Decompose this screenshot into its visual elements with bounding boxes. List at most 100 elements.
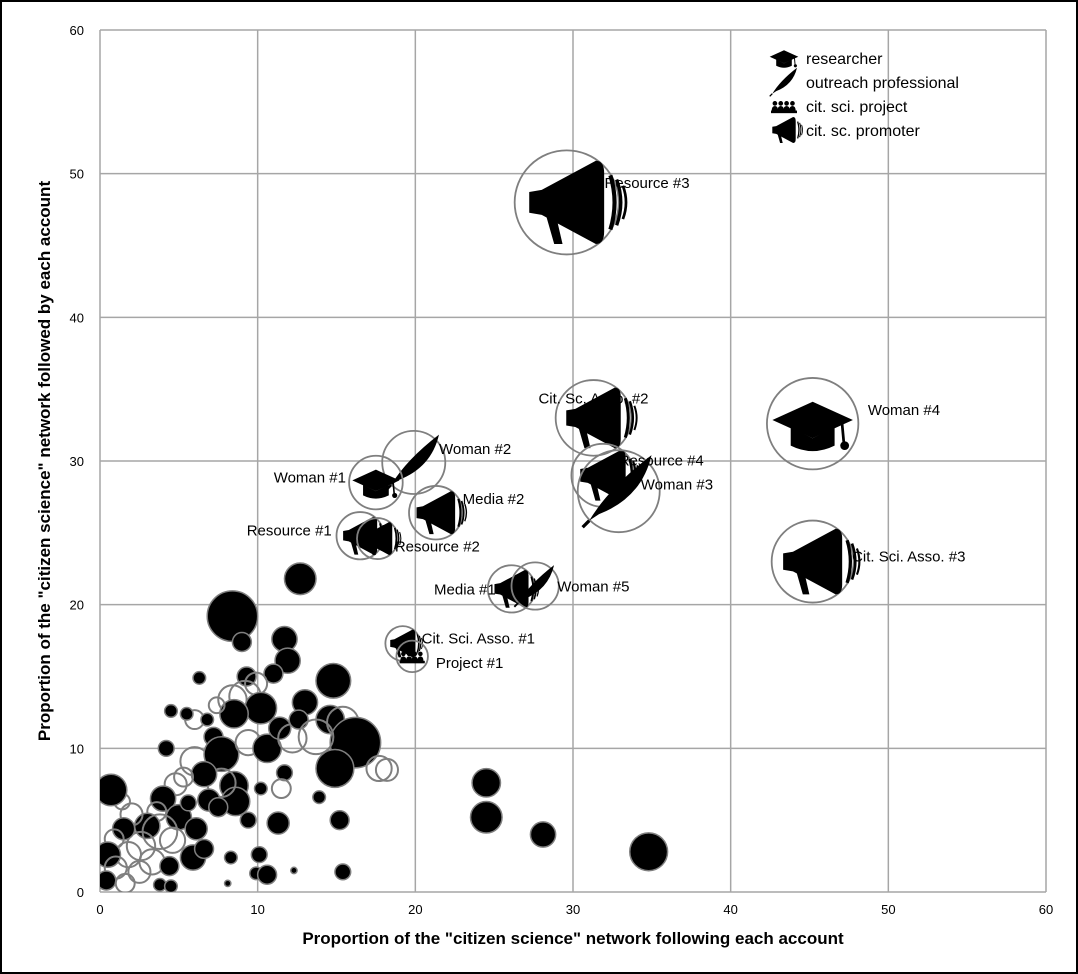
researcher-icon xyxy=(352,469,400,499)
account-label: Project #1 xyxy=(436,655,504,672)
account-bubble xyxy=(334,863,352,881)
account-bubble xyxy=(159,855,180,877)
x-tick-label: 0 xyxy=(96,902,103,917)
account-bubble xyxy=(157,739,175,757)
project-icon xyxy=(771,101,797,114)
account-labels: Resource #3 Woman #4 Cit. Sc. Asso. #2 Cit.… xyxy=(247,175,966,672)
legend-label: researcher xyxy=(806,51,883,68)
legend-item: researcher xyxy=(769,50,883,68)
legend-item: cit. sc. promoter xyxy=(772,117,920,143)
account-bubble xyxy=(219,698,249,729)
axis-ticks: 0 10 20 30 40 50 60 0 10 20 30 40 50 60 xyxy=(70,23,1054,917)
account-label: Resource #2 xyxy=(395,539,480,556)
x-tick-label: 20 xyxy=(408,902,422,917)
account-bubble xyxy=(275,764,294,782)
account-bubble xyxy=(100,841,122,869)
account-label: Resource #4 xyxy=(619,452,704,469)
account-bubble xyxy=(315,662,352,699)
y-tick-label: 60 xyxy=(70,23,84,38)
account-circle xyxy=(770,519,855,604)
account-circle xyxy=(576,449,661,534)
account-bubble xyxy=(244,691,278,725)
labeled-account xyxy=(395,639,429,674)
account-bubble xyxy=(629,832,669,872)
x-tick-label: 30 xyxy=(566,902,580,917)
account-bubble xyxy=(179,706,194,721)
account-circle xyxy=(766,377,860,471)
x-tick-label: 40 xyxy=(723,902,737,917)
account-bubble xyxy=(469,800,503,834)
account-bubble xyxy=(208,797,229,818)
account-label: Cit. Sci. Asso. #3 xyxy=(852,549,965,566)
account-circle xyxy=(554,379,633,457)
promoter-icon xyxy=(566,387,638,449)
account-circle xyxy=(395,639,429,674)
account-label: Woman #4 xyxy=(868,402,940,419)
promoter-icon xyxy=(416,491,468,535)
x-axis-title: Proportion of the "citizen science" netw… xyxy=(302,929,844,948)
account-bubble xyxy=(315,748,355,789)
account-label: Woman #5 xyxy=(557,579,629,596)
account-label: Woman #1 xyxy=(274,470,346,487)
account-bubble xyxy=(231,631,253,653)
account-circle xyxy=(513,149,620,256)
account-bubble xyxy=(179,794,197,812)
legend: researcher outreach professional cit. sci.… xyxy=(769,50,959,143)
project-icon xyxy=(399,651,425,664)
account-bubble xyxy=(207,696,226,715)
outreach-icon xyxy=(581,455,652,529)
account-bubble xyxy=(312,790,327,805)
account-label: Resource #3 xyxy=(605,175,690,192)
account-bubble xyxy=(250,846,268,864)
y-axis-title: Proportion of the "citizen science" netw… xyxy=(35,181,54,742)
labeled-account xyxy=(513,149,628,256)
account-label: Media #2 xyxy=(463,491,525,508)
x-tick-label: 50 xyxy=(881,902,895,917)
labeled-accounts xyxy=(335,149,861,674)
account-label: Cit. Sc. Asso. #2 xyxy=(538,391,648,408)
account-bubble xyxy=(190,760,218,788)
labeled-account xyxy=(348,454,404,511)
legend-item: outreach professional xyxy=(769,67,959,97)
account-bubble xyxy=(200,712,215,727)
account-bubble xyxy=(266,811,290,835)
y-tick-label: 20 xyxy=(70,598,84,613)
account-bubble xyxy=(158,826,187,854)
account-bubble xyxy=(529,821,557,848)
account-bubble xyxy=(253,781,268,796)
labeled-account xyxy=(554,379,638,457)
legend-item: cit. sci. project xyxy=(771,99,908,116)
account-bubble xyxy=(290,866,298,875)
account-bubble xyxy=(263,663,284,684)
account-circle xyxy=(356,517,399,560)
account-bubble xyxy=(203,735,240,773)
account-bubble xyxy=(267,716,292,741)
account-bubble xyxy=(149,785,177,812)
labeled-account xyxy=(770,519,861,604)
promoter-icon xyxy=(772,117,803,143)
account-bubble xyxy=(163,879,179,892)
researcher-icon xyxy=(769,50,799,68)
account-circle xyxy=(510,561,560,611)
data-points xyxy=(100,562,669,892)
outreach-icon xyxy=(769,67,797,97)
promoter-icon xyxy=(529,160,628,245)
x-tick-label: 10 xyxy=(250,902,264,917)
account-bubble xyxy=(274,647,301,675)
account-circle xyxy=(381,430,447,495)
account-bubble xyxy=(256,864,278,885)
account-label: Woman #3 xyxy=(641,477,713,494)
account-bubble xyxy=(288,709,309,730)
account-bubble xyxy=(223,879,232,888)
account-bubble xyxy=(365,754,393,783)
x-tick-label: 60 xyxy=(1039,902,1053,917)
account-bubble xyxy=(283,562,317,596)
account-bubble xyxy=(163,703,179,719)
labeled-account xyxy=(510,561,560,611)
account-bubble xyxy=(184,817,208,841)
promoter-icon xyxy=(362,522,402,555)
account-bubble xyxy=(239,811,257,829)
y-tick-label: 30 xyxy=(70,454,84,469)
